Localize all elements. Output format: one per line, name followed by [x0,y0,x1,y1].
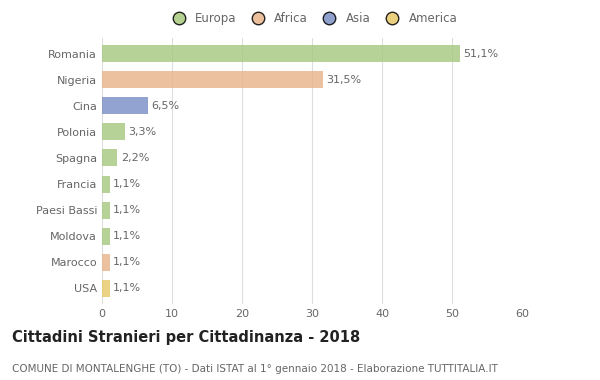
Text: 3,3%: 3,3% [128,127,157,137]
Bar [102,228,110,245]
Text: COMUNE DI MONTALENGHE (TO) - Dati ISTAT al 1° gennaio 2018 - Elaborazione TUTTIT: COMUNE DI MONTALENGHE (TO) - Dati ISTAT … [12,364,498,374]
Text: 51,1%: 51,1% [463,49,499,59]
Text: 2,2%: 2,2% [121,153,149,163]
Text: 1,1%: 1,1% [113,205,142,215]
Bar [102,280,110,297]
Bar [102,97,148,114]
Bar [102,124,125,140]
Legend: Europa, Africa, Asia, America: Europa, Africa, Asia, America [167,12,457,25]
Bar [102,176,110,193]
Text: Cittadini Stranieri per Cittadinanza - 2018: Cittadini Stranieri per Cittadinanza - 2… [12,330,360,345]
Text: 31,5%: 31,5% [326,75,361,85]
Bar [102,45,460,62]
Text: 1,1%: 1,1% [113,231,142,241]
Bar [102,202,110,218]
Text: 1,1%: 1,1% [113,257,142,267]
Text: 1,1%: 1,1% [113,283,142,293]
Text: 6,5%: 6,5% [151,101,179,111]
Bar [102,254,110,271]
Bar [102,71,323,88]
Bar [102,149,118,166]
Text: 1,1%: 1,1% [113,179,142,189]
